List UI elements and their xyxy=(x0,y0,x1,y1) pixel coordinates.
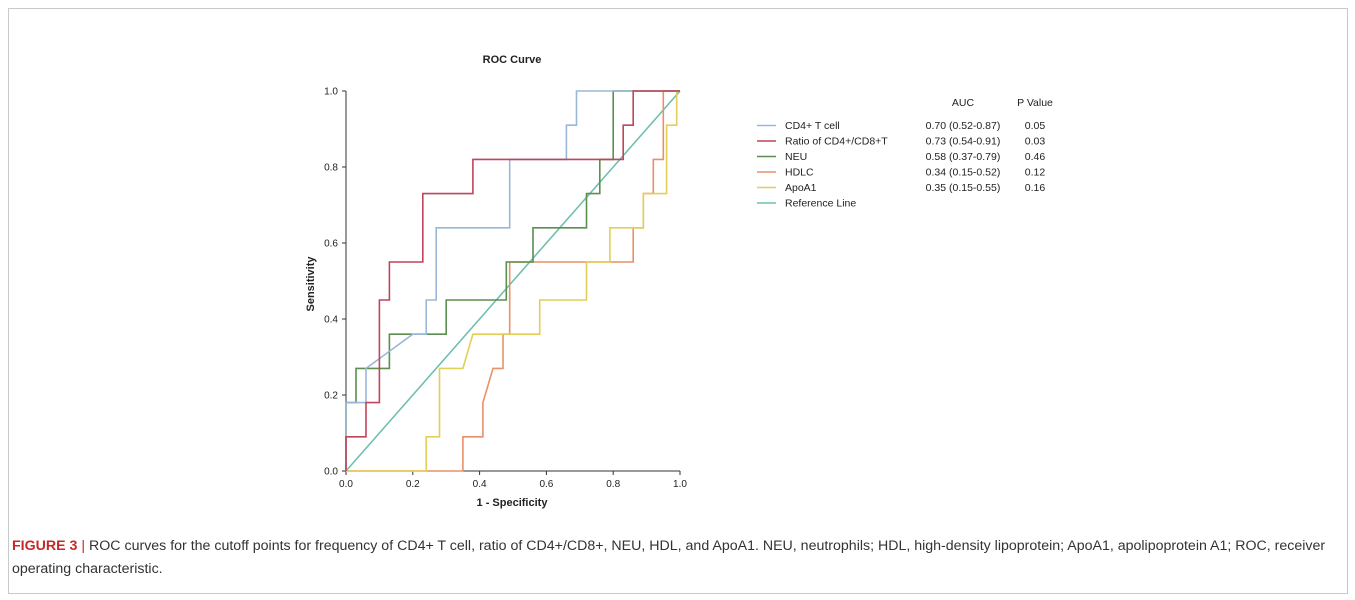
curve-cd4-t-cell xyxy=(345,90,680,471)
legend-series-name: ApoA1 xyxy=(785,182,817,194)
x-tick-label: 0.4 xyxy=(473,479,487,490)
figure-caption: FIGURE 3 | ROC curves for the cutoff poi… xyxy=(12,535,1332,581)
legend-p-value: 0.12 xyxy=(1025,167,1046,179)
legend-p-value: 0.16 xyxy=(1025,182,1046,194)
legend-p-value: 0.03 xyxy=(1025,136,1046,148)
legend-auc-value: 0.70 (0.52-0.87) xyxy=(926,120,1001,132)
legend-auc-value: 0.35 (0.15-0.55) xyxy=(926,182,1001,194)
x-tick-label: 0.0 xyxy=(339,479,353,490)
x-tick-label: 1.0 xyxy=(673,479,687,490)
legend-series-name: NEU xyxy=(785,151,807,163)
y-tick-label: 0.6 xyxy=(324,239,338,250)
y-tick-label: 1.0 xyxy=(324,87,338,98)
y-tick-label: 0.2 xyxy=(324,391,338,402)
y-tick-label: 0.8 xyxy=(324,163,338,174)
x-tick-label: 0.6 xyxy=(539,479,553,490)
legend-series-name: CD4+ T cell xyxy=(785,120,840,132)
x-tick-label: 0.2 xyxy=(406,479,420,490)
legend-auc-value: 0.58 (0.37-0.79) xyxy=(926,151,1001,163)
legend-series-name: Reference Line xyxy=(785,198,856,210)
curve-apoa1 xyxy=(346,90,680,472)
legend-auc-value: 0.73 (0.54-0.91) xyxy=(926,136,1001,148)
caption-text: ROC curves for the cutoff points for fre… xyxy=(12,538,1326,577)
y-tick-label: 0.0 xyxy=(324,467,338,478)
legend-auc-value: 0.34 (0.15-0.52) xyxy=(926,167,1001,179)
caption-label: FIGURE 3 xyxy=(12,538,78,554)
legend-p-value: 0.05 xyxy=(1025,120,1046,132)
legend-header-p: P Value xyxy=(1017,97,1053,109)
caption-separator: | xyxy=(77,538,90,554)
curve-reference-line xyxy=(345,90,681,472)
chart-title: ROC Curve xyxy=(483,54,542,66)
x-tick-label: 0.8 xyxy=(606,479,620,490)
y-axis-label: Sensitivity xyxy=(305,256,317,312)
legend-rows: CD4+ T cell 0.70 (0.52-0.87) 0.05 Ratio of … xyxy=(757,120,1045,210)
x-axis-label: 1 - Specificity xyxy=(477,497,549,509)
legend-series-name: Ratio of CD4+/CD8+T xyxy=(785,136,888,148)
legend: AUC P Value CD4+ T cell 0.70 (0.52-0.87) 0… xyxy=(757,97,1053,210)
figure-frame: ROC Curve 0.0 0.2 0.4 0.6 0.8 1.0 0.0 0.2 0.4 0.6… xyxy=(8,8,1348,594)
curve-ratio-of-cd4-cd8-t xyxy=(345,90,680,471)
roc-chart: ROC Curve 0.0 0.2 0.4 0.6 0.8 1.0 0.0 0.2 0.4 0.6… xyxy=(305,54,1053,509)
legend-series-name: HDLC xyxy=(785,167,814,179)
y-tick-label: 0.4 xyxy=(324,315,338,326)
legend-p-value: 0.46 xyxy=(1025,151,1046,163)
roc-curves xyxy=(345,90,681,472)
curve-neu xyxy=(345,90,680,471)
legend-header-auc: AUC xyxy=(952,97,975,109)
